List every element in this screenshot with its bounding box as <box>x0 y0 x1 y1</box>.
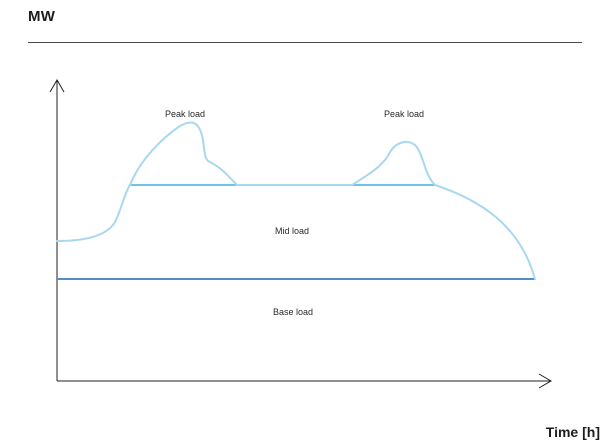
title-divider <box>28 42 582 43</box>
peak-load-right-label: Peak load <box>384 109 424 119</box>
load-curve <box>56 121 536 280</box>
diagram-title: MW <box>28 8 56 25</box>
x-axis-label: Time [h] <box>545 424 600 440</box>
load-diagram: Peak load Peak load Mid load Base load <box>49 79 552 389</box>
x-axis-arrow <box>538 373 552 389</box>
y-axis-arrow <box>49 79 65 93</box>
peak-load-left-label: Peak load <box>165 109 205 119</box>
base-load-label: Base load <box>273 307 313 317</box>
mid-load-label: Mid load <box>275 226 309 236</box>
